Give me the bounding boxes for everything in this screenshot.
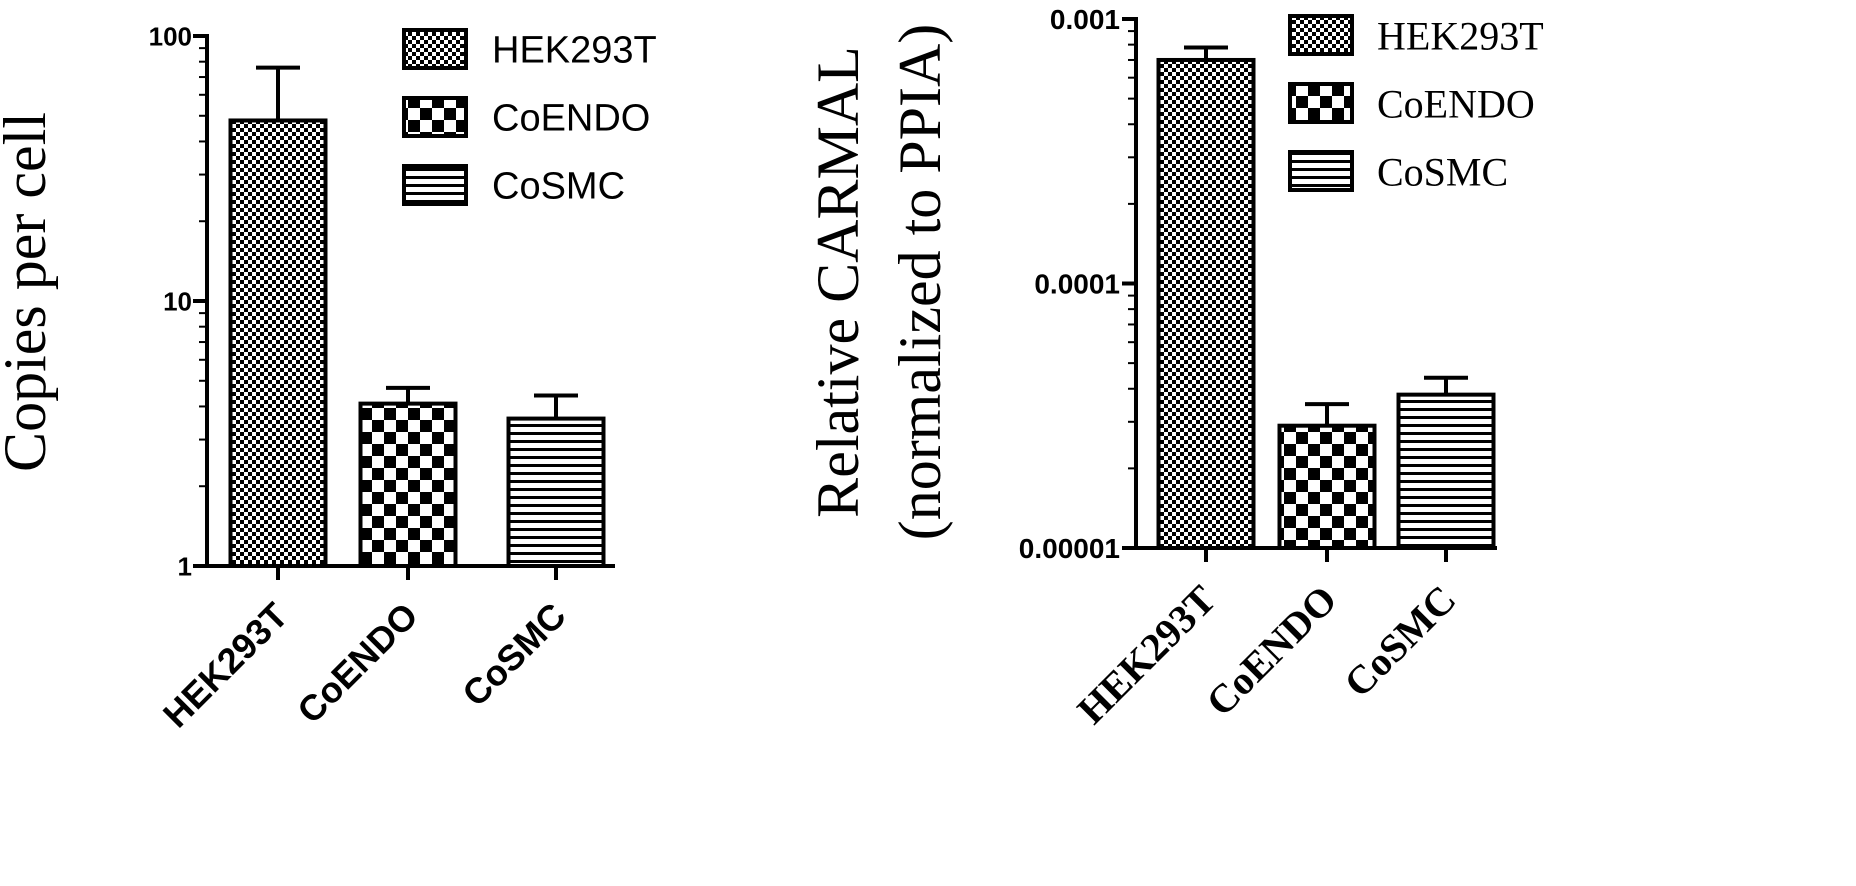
- legend: HEK293T CoENDO CoSMC: [1288, 13, 1544, 194]
- legend-label: HEK293T: [1377, 13, 1544, 58]
- x-tick-label: HEK293T: [155, 595, 296, 736]
- bar-hek293t: [1156, 57, 1256, 551]
- legend: HEK293T CoENDO CoSMC: [402, 28, 657, 208]
- y-tick-label: 100: [149, 21, 192, 51]
- y-axis-label: Copies per cell: [0, 112, 58, 472]
- bar-cosmc: [1396, 392, 1496, 551]
- y-tick-label: 1: [178, 551, 192, 581]
- legend-label: CoENDO: [492, 98, 650, 140]
- x-tick-label: CoSMC: [1335, 577, 1464, 706]
- bar-coendo: [358, 401, 458, 568]
- legend-swatch: [402, 96, 468, 138]
- x-tick-label: CoSMC: [454, 595, 574, 715]
- y-tick-label: 0.00001: [1019, 533, 1120, 564]
- legend-label: CoSMC: [1377, 149, 1508, 194]
- x-tick-label: HEK293T: [1068, 576, 1224, 732]
- x-tick-label: CoENDO: [1197, 577, 1345, 725]
- bar-coendo: [1277, 423, 1377, 551]
- legend-swatch: [402, 164, 468, 206]
- legend-swatch: [402, 28, 468, 70]
- bar-hek293t: [228, 118, 328, 568]
- y-tick-label: 10: [163, 286, 192, 316]
- legend-swatch: [1288, 150, 1354, 192]
- legend-label: CoENDO: [1377, 81, 1535, 126]
- x-tick-label: CoENDO: [289, 595, 425, 731]
- y-axis-label-line-2: (normalized to PPIA): [887, 24, 953, 541]
- legend-label: HEK293T: [492, 30, 657, 72]
- legend-swatch: [1288, 82, 1354, 124]
- y-tick-label: 0.0001: [1034, 269, 1120, 300]
- legend-swatch: [1288, 14, 1354, 56]
- y-axis-label-line-1: Relative CARMAL: [805, 46, 871, 518]
- legend-label: CoSMC: [492, 166, 625, 208]
- bar-cosmc: [506, 416, 606, 568]
- y-tick-label: 0.001: [1050, 4, 1120, 35]
- relative-carmal-chart: Relative CARMAL (normalized to PPIA) 0.0…: [805, 4, 1544, 732]
